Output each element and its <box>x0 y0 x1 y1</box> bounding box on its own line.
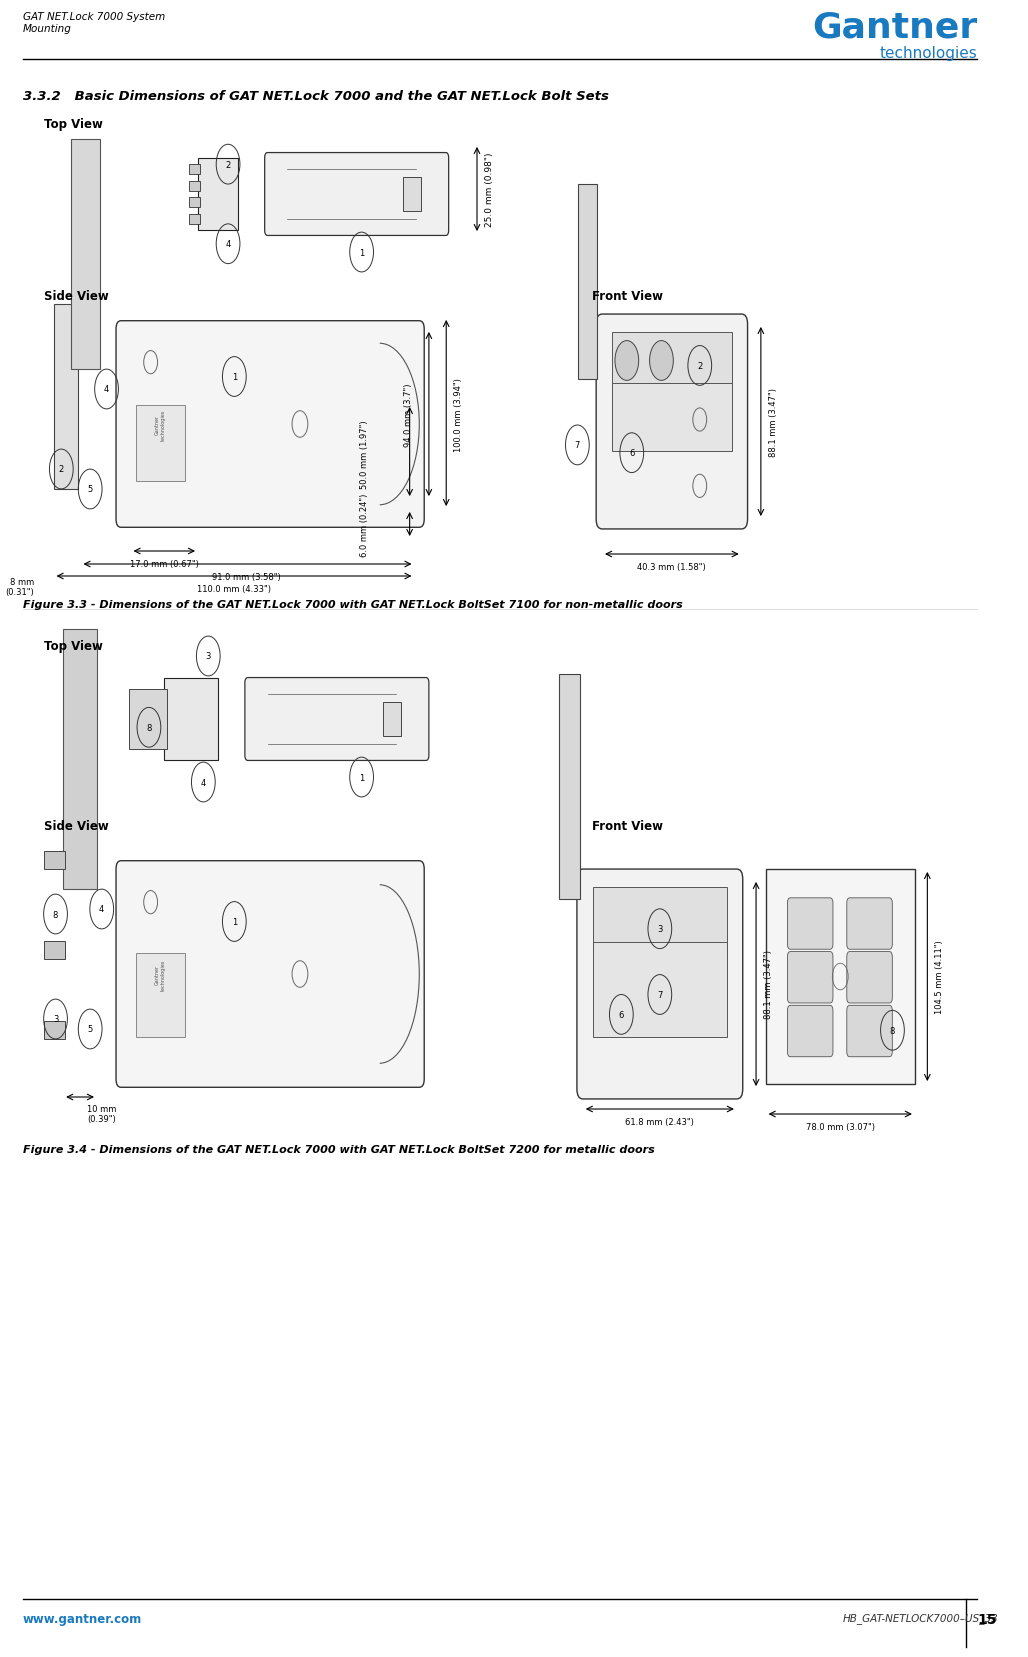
Bar <box>188 215 200 225</box>
Text: 1: 1 <box>231 373 236 381</box>
FancyBboxPatch shape <box>596 315 747 530</box>
Bar <box>163 678 218 761</box>
Bar <box>130 689 167 749</box>
Text: 4: 4 <box>99 905 105 915</box>
Text: Side View: Side View <box>44 820 109 832</box>
Text: Side View: Side View <box>44 290 109 303</box>
Text: 3.3.2   Basic Dimensions of GAT NET.Lock 7000 and the GAT NET.Lock Bolt Sets: 3.3.2 Basic Dimensions of GAT NET.Lock 7… <box>23 89 609 103</box>
Bar <box>188 182 200 192</box>
Bar <box>559 674 580 900</box>
Text: 1: 1 <box>359 774 364 782</box>
FancyBboxPatch shape <box>847 1006 892 1057</box>
Text: 6: 6 <box>629 449 634 457</box>
Text: www.gantner.com: www.gantner.com <box>23 1612 142 1626</box>
Text: 2: 2 <box>697 361 702 371</box>
Text: Front View: Front View <box>592 820 663 832</box>
FancyBboxPatch shape <box>116 321 425 529</box>
Text: 6: 6 <box>619 1011 624 1019</box>
Text: HB_GAT-NETLOCK7000–US_33: HB_GAT-NETLOCK7000–US_33 <box>843 1612 998 1622</box>
Text: 3: 3 <box>206 653 211 661</box>
Text: 3: 3 <box>52 1014 59 1024</box>
FancyBboxPatch shape <box>847 898 892 949</box>
Text: 15: 15 <box>978 1612 997 1626</box>
Text: Top View: Top View <box>44 640 103 653</box>
FancyBboxPatch shape <box>116 862 425 1087</box>
Bar <box>593 888 727 954</box>
Text: 8: 8 <box>146 724 151 732</box>
Bar <box>198 159 237 232</box>
Circle shape <box>615 341 638 381</box>
Text: Gantner
technologies: Gantner technologies <box>155 959 166 989</box>
Text: Figure 3.3 - Dimensions of the GAT NET.Lock 7000 with GAT NET.Lock BoltSet 7100 : Figure 3.3 - Dimensions of the GAT NET.L… <box>23 600 683 610</box>
FancyBboxPatch shape <box>787 898 833 949</box>
Text: 2: 2 <box>225 161 230 169</box>
Text: 88.1 mm (3.47"): 88.1 mm (3.47") <box>769 388 778 457</box>
Text: 8: 8 <box>890 1026 895 1036</box>
Bar <box>53 305 78 490</box>
Text: 7: 7 <box>575 441 580 451</box>
Circle shape <box>650 341 673 381</box>
Text: 4: 4 <box>225 240 230 249</box>
Bar <box>64 630 97 890</box>
Text: Figure 3.4 - Dimensions of the GAT NET.Lock 7000 with GAT NET.Lock BoltSet 7200 : Figure 3.4 - Dimensions of the GAT NET.L… <box>23 1145 655 1155</box>
Text: 3: 3 <box>657 925 662 933</box>
Text: 100.0 mm (3.94"): 100.0 mm (3.94") <box>454 378 464 452</box>
Text: 78.0 mm (3.07"): 78.0 mm (3.07") <box>806 1122 875 1132</box>
Text: Gantner
technologies: Gantner technologies <box>155 409 166 441</box>
Bar <box>136 406 185 482</box>
Bar <box>578 186 597 379</box>
Text: Front View: Front View <box>592 290 663 303</box>
Text: 17.0 mm (0.67"): 17.0 mm (0.67") <box>130 560 198 568</box>
FancyBboxPatch shape <box>264 154 448 237</box>
Text: 25.0 mm (0.98"): 25.0 mm (0.98") <box>485 152 493 227</box>
Text: 110.0 mm (4.33"): 110.0 mm (4.33") <box>196 585 270 593</box>
Text: 8: 8 <box>52 910 59 920</box>
Text: 104.5 mm (4.11"): 104.5 mm (4.11") <box>935 940 945 1014</box>
Text: 61.8 mm (2.43"): 61.8 mm (2.43") <box>625 1117 694 1127</box>
Bar <box>612 383 732 451</box>
Text: 4: 4 <box>200 779 206 787</box>
Text: 94.0 mm (3.7"): 94.0 mm (3.7") <box>404 383 413 446</box>
Text: Top View: Top View <box>44 118 103 131</box>
Text: 40.3 mm (1.58"): 40.3 mm (1.58") <box>637 563 706 572</box>
Text: 8 mm
(0.31"): 8 mm (0.31") <box>5 578 34 597</box>
Text: 1: 1 <box>359 249 364 257</box>
Text: 5: 5 <box>87 1026 93 1034</box>
Text: 10 mm
(0.39"): 10 mm (0.39") <box>87 1104 116 1123</box>
Text: 5: 5 <box>87 486 93 494</box>
Bar <box>766 870 915 1084</box>
Text: 6.0 mm (0.24"): 6.0 mm (0.24") <box>360 494 369 557</box>
Bar <box>188 199 200 209</box>
Text: 2: 2 <box>59 466 64 474</box>
FancyBboxPatch shape <box>787 1006 833 1057</box>
Text: Gantner: Gantner <box>812 10 978 45</box>
Text: 50.0 mm (1.97"): 50.0 mm (1.97") <box>360 421 369 489</box>
Bar <box>403 179 420 212</box>
Text: 91.0 mm (3.58"): 91.0 mm (3.58") <box>212 573 281 582</box>
Bar <box>612 333 732 391</box>
Text: 88.1 mm (3.47"): 88.1 mm (3.47") <box>764 949 773 1019</box>
Bar <box>44 852 65 870</box>
Text: Mounting: Mounting <box>23 23 72 35</box>
Bar <box>136 953 185 1037</box>
Bar <box>44 941 65 959</box>
Bar <box>71 139 100 370</box>
FancyBboxPatch shape <box>577 870 743 1099</box>
FancyBboxPatch shape <box>847 953 892 1004</box>
Bar <box>593 943 727 1037</box>
Bar <box>188 166 200 176</box>
Bar <box>44 1021 65 1039</box>
Text: technologies: technologies <box>880 46 978 61</box>
Text: 4: 4 <box>104 386 109 394</box>
FancyBboxPatch shape <box>787 953 833 1004</box>
FancyBboxPatch shape <box>245 678 429 761</box>
Bar <box>383 703 401 736</box>
Text: 7: 7 <box>657 991 662 999</box>
Text: GAT NET.Lock 7000 System: GAT NET.Lock 7000 System <box>23 12 166 22</box>
Text: 1: 1 <box>231 918 236 926</box>
